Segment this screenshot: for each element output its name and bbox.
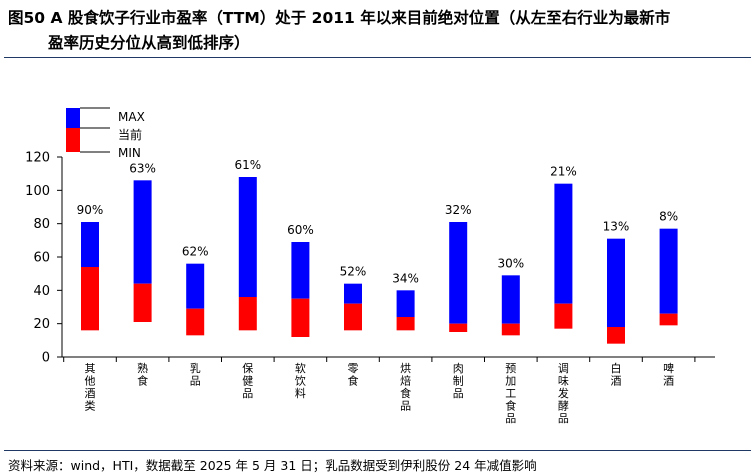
x-category-label: 软饮料 xyxy=(295,361,306,400)
percentile-label: 21% xyxy=(550,165,577,179)
legend-swatch-lower xyxy=(66,128,80,152)
y-tick-label: 80 xyxy=(33,217,50,232)
y-tick-label: 40 xyxy=(33,284,50,299)
x-category-label: 白酒 xyxy=(611,361,622,388)
x-category-label: 调味发酵品 xyxy=(558,362,569,425)
x-category-label: 熟食 xyxy=(137,361,148,388)
bar-upper-segment xyxy=(291,242,310,299)
title-rule xyxy=(4,57,751,58)
percentile-label: 63% xyxy=(129,161,156,175)
bar-lower-segment xyxy=(659,313,678,326)
bar-upper-segment xyxy=(501,275,520,324)
bar-lower-segment xyxy=(238,297,257,331)
bar-lower-segment xyxy=(501,323,520,336)
bar-lower-segment xyxy=(396,317,415,331)
source-note: 资料来源：wind，HTI，数据截至 2025 年 5 月 31 日；乳品数据受… xyxy=(8,458,537,473)
y-tick-label: 60 xyxy=(33,251,50,266)
chart-title: 图50 A 股食饮子行业市盈率（TTM）处于 2011 年以来目前绝对位置（从左… xyxy=(8,6,750,56)
x-category-label: 啤酒 xyxy=(663,361,674,388)
bar-upper-segment xyxy=(133,180,152,284)
percentile-label: 62% xyxy=(182,245,209,259)
percentile-label: 32% xyxy=(445,203,472,217)
bar-lower-segment xyxy=(607,327,625,344)
legend-label-current: 当前 xyxy=(118,127,142,142)
bar-upper-segment xyxy=(659,228,678,314)
bar-upper-segment xyxy=(607,238,625,327)
percentile-label: 30% xyxy=(497,256,524,270)
bar-lower-segment xyxy=(344,303,362,331)
bar-upper-segment xyxy=(554,183,573,304)
percentile-label: 34% xyxy=(392,271,419,285)
y-tick-label: 120 xyxy=(25,151,50,166)
x-category-label: 零食 xyxy=(348,362,359,388)
y-tick-label: 0 xyxy=(42,351,50,366)
bar-upper-segment xyxy=(344,283,362,304)
x-category-label: 烘焙食品 xyxy=(400,361,411,413)
legend-swatch-upper xyxy=(66,108,80,128)
bar-upper-segment xyxy=(238,177,257,297)
y-tick-label: 100 xyxy=(25,184,50,199)
source-rule xyxy=(4,450,751,451)
legend-label-min: MIN xyxy=(118,146,141,160)
bar-upper-segment xyxy=(81,222,99,267)
percentile-label: 61% xyxy=(234,158,261,172)
bar-upper-segment xyxy=(396,290,415,317)
bar-lower-segment xyxy=(81,267,99,331)
y-tick-label: 20 xyxy=(33,317,50,332)
percentile-label: 13% xyxy=(603,220,630,234)
bar-lower-segment xyxy=(449,323,468,332)
bar-upper-segment xyxy=(449,222,468,324)
percentile-label: 90% xyxy=(77,203,104,217)
percentile-label: 52% xyxy=(340,265,367,279)
bar-upper-segment xyxy=(186,263,205,309)
bar-lower-segment xyxy=(133,283,152,322)
x-category-label: 保健品 xyxy=(242,361,253,400)
title-line-2: 盈率历史分位从高到低排序） xyxy=(48,34,250,52)
bar-lower-segment xyxy=(186,308,205,336)
bar-lower-segment xyxy=(554,303,573,329)
x-category-label: 其他酒类 xyxy=(85,362,96,413)
x-category-label: 预加工食品 xyxy=(505,362,516,425)
title-line-1: 图50 A 股食饮子行业市盈率（TTM）处于 2011 年以来目前绝对位置（从左… xyxy=(8,9,671,27)
bar-lower-segment xyxy=(291,298,310,337)
percentile-label: 60% xyxy=(287,223,314,237)
percentile-label: 8% xyxy=(659,210,678,224)
legend-label-max: MAX xyxy=(118,110,145,124)
x-category-label: 肉制品 xyxy=(453,362,464,400)
x-category-label: 乳品 xyxy=(190,362,201,388)
